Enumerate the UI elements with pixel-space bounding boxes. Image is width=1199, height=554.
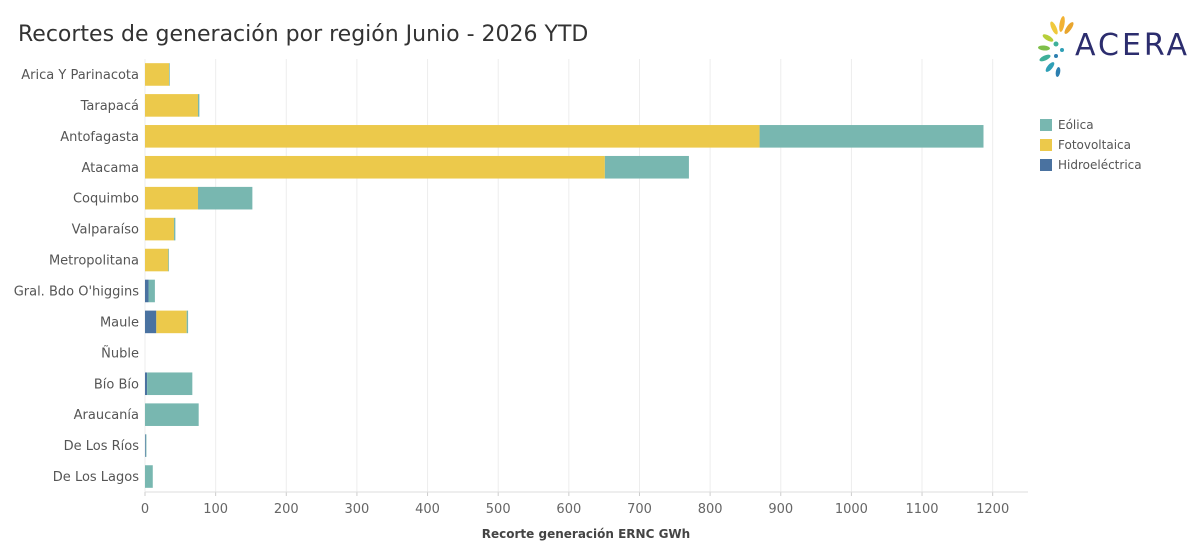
acera-logo: ACERA (1036, 14, 1191, 80)
bar-segment[interactable] (604, 155, 689, 179)
category-label: De Los Ríos (64, 439, 140, 454)
bar-segment[interactable] (145, 94, 198, 117)
x-tick-label: 100 (203, 502, 228, 517)
category-label: Antofagasta (60, 130, 139, 145)
x-tick-label: 900 (768, 502, 793, 517)
bar-segment[interactable] (145, 217, 174, 241)
grid-lines (144, 59, 1028, 496)
bar-segment[interactable] (145, 434, 146, 457)
category-label: Gral. Bdo O'higgins (14, 284, 140, 299)
x-tick-label: 700 (627, 502, 652, 517)
x-axis-label: Recorte generación ERNC GWh (482, 527, 690, 541)
category-label: Ñuble (101, 345, 139, 361)
bar-segment[interactable] (145, 434, 147, 457)
bar-segment[interactable] (145, 279, 149, 303)
x-tick-label: 200 (274, 502, 299, 517)
bar-segment[interactable] (145, 186, 198, 210)
sunflower-logo-icon (1038, 16, 1074, 77)
category-label: Bío Bío (94, 377, 139, 392)
category-label: De Los Lagos (53, 470, 139, 485)
legend-label: Eólica (1058, 118, 1094, 132)
bar-segment[interactable] (156, 310, 187, 334)
bars (145, 63, 984, 488)
x-tick-label: 500 (486, 502, 511, 517)
category-label: Metropolitana (49, 254, 139, 269)
x-tick-labels: 0 100 200 300 400 500 600 700 800 900 1000 1100 1200 (141, 502, 1009, 517)
category-label: Araucanía (74, 408, 139, 423)
bar-segment[interactable] (173, 217, 176, 241)
bar-segment[interactable] (145, 465, 153, 488)
x-tick-label: 1200 (976, 502, 1009, 517)
legend-label: Fotovoltaica (1058, 138, 1131, 152)
legend-swatch-eolica (1040, 119, 1052, 131)
x-tick-label: 1000 (835, 502, 868, 517)
bar-segment[interactable] (168, 248, 170, 272)
legend-swatch-hidroelectrica (1040, 159, 1052, 171)
bar-segment[interactable] (759, 125, 984, 148)
x-tick-label: 0 (141, 502, 149, 517)
legend-item-eolica[interactable]: Eólica (1040, 115, 1142, 135)
legend-item-hidroelectrica[interactable]: Hidroeléctrica (1040, 155, 1142, 175)
legend-label: Hidroeléctrica (1058, 158, 1142, 172)
x-tick-label: 1100 (905, 502, 938, 517)
category-label: Tarapacá (80, 99, 139, 114)
bar-segment[interactable] (145, 155, 605, 179)
logo-text: ACERA (1075, 28, 1191, 63)
bar-segment[interactable] (145, 248, 169, 272)
x-tick-label: 300 (345, 502, 370, 517)
bar-segment[interactable] (197, 94, 200, 117)
bar-segment[interactable] (197, 186, 253, 210)
bar-segment[interactable] (169, 63, 170, 86)
category-label: Valparaíso (72, 223, 139, 238)
category-labels: Arica Y Parinacota Tarapacá Antofagasta Ata… (14, 68, 140, 485)
category-label: Coquimbo (73, 192, 139, 207)
bar-segment[interactable] (145, 403, 199, 426)
category-label: Atacama (82, 161, 139, 176)
bar-segment[interactable] (145, 310, 157, 334)
bar-segment[interactable] (145, 63, 170, 86)
category-label: Maule (100, 315, 139, 330)
bar-segment[interactable] (186, 310, 189, 334)
bar-segment[interactable] (148, 279, 155, 303)
bar-segment[interactable] (145, 372, 148, 396)
category-label: Arica Y Parinacota (21, 68, 139, 83)
x-tick-label: 600 (556, 502, 581, 517)
x-tick-label: 400 (415, 502, 440, 517)
legend-swatch-fotovoltaica (1040, 139, 1052, 151)
legend: Eólica Fotovoltaica Hidroeléctrica (1040, 115, 1142, 175)
x-tick-label: 800 (698, 502, 723, 517)
bar-segment[interactable] (145, 125, 760, 148)
legend-item-fotovoltaica[interactable]: Fotovoltaica (1040, 135, 1142, 155)
chart-title: Recortes de generación por región Junio … (18, 22, 589, 47)
bar-segment[interactable] (147, 372, 193, 396)
